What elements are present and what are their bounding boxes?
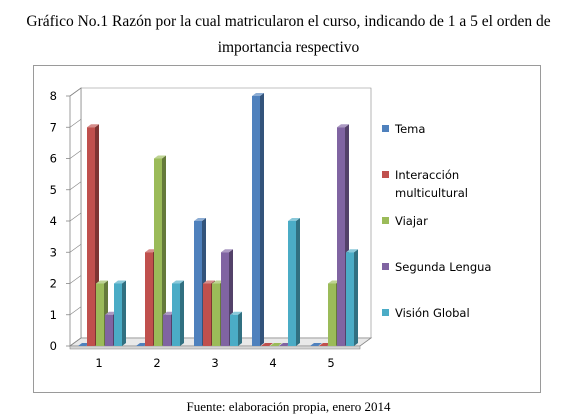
bar (270, 343, 282, 346)
bar (114, 280, 126, 346)
bar-front (337, 127, 345, 346)
bar-front (288, 221, 296, 346)
legend-swatch (382, 263, 389, 270)
bar-side (162, 155, 166, 346)
legend-swatch (382, 309, 389, 316)
bar-front (114, 283, 122, 346)
bar-top (221, 249, 233, 253)
bar (154, 155, 166, 346)
bar-front (87, 127, 95, 346)
bar-top (346, 249, 358, 253)
bar-side (354, 249, 358, 346)
y-tick-label: 4 (50, 214, 57, 228)
y-tick-label: 5 (50, 183, 57, 197)
bar (172, 280, 184, 346)
y-tick-label: 1 (50, 308, 57, 322)
bar-front (221, 252, 229, 346)
bar (261, 343, 273, 346)
legend-label: Visión Global (395, 306, 470, 320)
bar-front (96, 283, 104, 346)
bar-front (105, 314, 113, 346)
y-tick-depth (69, 119, 82, 128)
chart-title-line-2: importancia respectivo (217, 39, 360, 56)
bar-front (163, 314, 171, 346)
bar-zero (310, 343, 322, 346)
legend-swatch (382, 125, 389, 132)
bar-zero (261, 343, 273, 346)
bar-top (96, 280, 108, 284)
x-tick-label: 5 (327, 356, 334, 370)
legend-label: Viajar (395, 214, 428, 228)
bar-top (288, 218, 300, 221)
bar-chart: 0 1 2 3 4 5 6 7 8 1 2 3 4 5 Tema Interacción multicultur… (50, 87, 491, 370)
chart-title-line-1: Gráfico No.1 Razón por la cual matricula… (26, 13, 551, 30)
bar-front (194, 221, 202, 346)
y-tick-label: 8 (50, 89, 57, 103)
bar-front (212, 283, 220, 346)
y-tick-depth (69, 306, 82, 315)
legend-item: Segunda Lengua (382, 260, 491, 274)
legend-item: Viajar (382, 214, 428, 228)
bar-top (194, 218, 206, 221)
legend-item: Interacción multicultural (382, 168, 468, 200)
chart-source-note: Fuente: elaboración propia, enero 2014 (186, 399, 391, 414)
y-tick-depth (69, 150, 82, 159)
bar (230, 311, 242, 346)
bar-top (203, 280, 215, 284)
bar-front (172, 283, 180, 346)
bar-front (145, 252, 153, 346)
bar-top (252, 93, 264, 96)
bar-side (180, 280, 184, 346)
legend-item: Tema (382, 122, 425, 136)
bar-top (172, 280, 184, 284)
bar-side (260, 93, 264, 346)
bar-side (122, 280, 126, 346)
legend-label: Interacción (395, 168, 459, 182)
bar-front (346, 252, 354, 346)
bar-front (203, 283, 211, 346)
x-tick-label: 2 (153, 356, 160, 370)
bar-side (238, 311, 242, 346)
x-tick-label: 4 (269, 356, 276, 370)
bar (346, 249, 358, 346)
bar (288, 218, 300, 346)
bar-top (337, 124, 349, 128)
y-tick-label: 6 (50, 152, 57, 166)
y-tick-label: 7 (50, 120, 57, 134)
bar-zero (270, 343, 282, 346)
y-tick-label: 3 (50, 245, 57, 259)
bar-top (230, 311, 242, 315)
legend-swatch (382, 217, 389, 224)
legend-swatch (382, 171, 389, 178)
x-tick-label: 3 (211, 356, 218, 370)
chart-floor-edge (69, 345, 361, 350)
bar-side (296, 218, 300, 346)
y-tick-depth (69, 275, 82, 284)
bar-front (230, 314, 238, 346)
y-tick-depth (69, 244, 82, 253)
bar-top (154, 155, 166, 159)
y-tick-depth (69, 212, 82, 222)
bar-front (328, 283, 336, 346)
y-tick-label: 2 (50, 277, 57, 291)
bar-top (87, 124, 99, 128)
bar-top (114, 280, 126, 284)
y-tick-label: 0 (50, 339, 57, 353)
legend-item: Visión Global (382, 306, 470, 320)
y-tick-depth (69, 181, 82, 190)
y-tick-depth (69, 87, 82, 97)
legend-label: multicultural (395, 186, 468, 200)
bar-front (154, 158, 162, 346)
bar-front (252, 96, 260, 346)
legend-label: Segunda Lengua (395, 260, 491, 274)
bar (310, 343, 322, 346)
x-tick-label: 1 (95, 356, 102, 370)
bar (252, 93, 264, 346)
legend-label: Tema (394, 122, 425, 136)
chart-area: 0 1 2 3 4 5 6 7 8 1 2 3 4 5 Tema Interacción multicultur… (33, 65, 541, 393)
